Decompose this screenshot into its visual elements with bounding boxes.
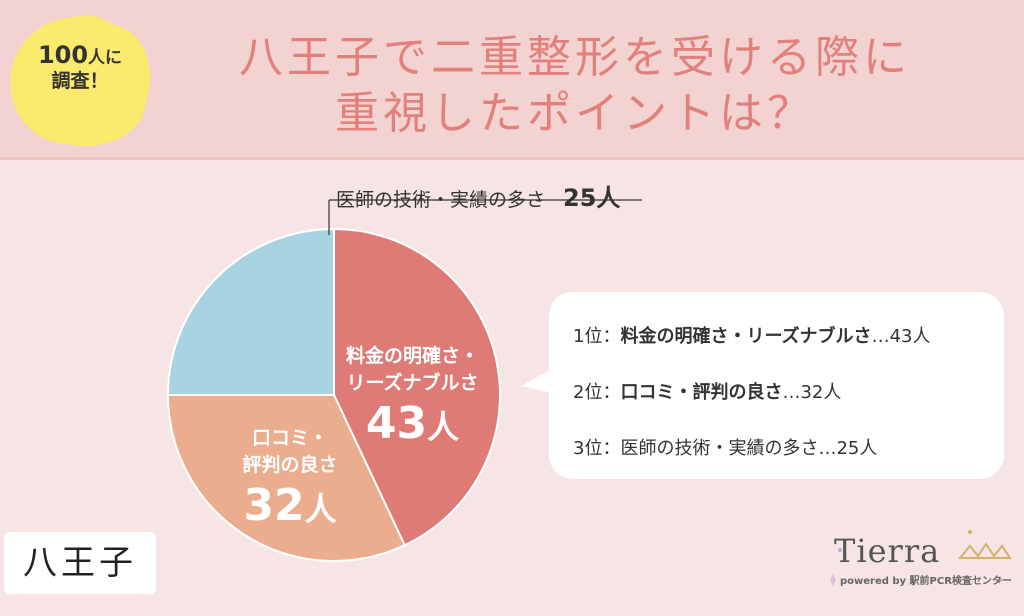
place-label: 八王子 — [4, 532, 156, 594]
slice-label-price: 料金の明確さ・ リーズナブルさ 43人 — [330, 343, 495, 454]
logo-subtitle: powered by 駅前PCR検査センター — [840, 576, 1012, 587]
slice-doctor-skill-value: 25人 — [563, 184, 621, 212]
header-band — [0, 0, 1024, 157]
slice-price-category-line2: リーズナブルさ — [346, 372, 479, 394]
page-title: 八王子で二重整形を受ける際に 重視したポイントは？ — [165, 30, 985, 142]
badge-text: 100人に 調査！ — [5, 40, 155, 94]
logo-word: Tierra — [834, 532, 941, 570]
slice-label-reviews: 口コミ・ 評判の良さ 32人 — [215, 425, 365, 536]
badge-line1: 100人に — [5, 40, 155, 70]
slice-doctor-skill-category: 医師の技術・実績の多さ — [336, 189, 546, 211]
ranking-2-label: 口コミ・評判の良さ — [620, 382, 783, 403]
slice-reviews-value: 32人 — [215, 479, 365, 536]
ranking-box: 1位：料金の明確さ・リーズナブルさ…43人 2位：口コミ・評判の良さ…32人 3… — [549, 292, 1004, 479]
ranking-2-rank: 2位： — [573, 382, 621, 403]
ranking-3-value: …25人 — [818, 438, 878, 459]
ranking-2-value: …32人 — [782, 382, 842, 403]
title-line1: 八王子で二重整形を受ける際に — [239, 32, 911, 83]
title-line2: 重視したポイントは？ — [335, 88, 815, 139]
tierra-logo: Tierra powered by 駅前PCR検査センター — [820, 520, 1020, 610]
badge-line2: 調査！ — [51, 70, 109, 92]
logo-decoration — [830, 530, 1012, 586]
pie-slice-doctor-skill — [166, 227, 335, 396]
ranking-3-rank: 3位： — [573, 438, 621, 459]
slice-price-number: 43 — [365, 398, 428, 449]
ranking-1-label: 料金の明確さ・リーズナブルさ — [620, 326, 872, 347]
slice-price-category-line1: 料金の明確さ・ — [345, 345, 479, 367]
ranking-pointer — [521, 366, 557, 394]
ranking-item-3: 3位：医師の技術・実績の多さ…25人 — [573, 434, 877, 460]
pie-slice-reviews — [166, 394, 407, 562]
ranking-3-label: 医師の技術・実績の多さ — [620, 438, 819, 459]
ranking-1-value: …43人 — [871, 326, 931, 347]
slice-reviews-unit: 人 — [304, 490, 337, 528]
slice-price-unit: 人 — [427, 408, 460, 446]
ranking-item-2: 2位：口コミ・評判の良さ…32人 — [573, 378, 841, 404]
pie-slice-price — [333, 227, 501, 547]
slice-reviews-category-line1: 口コミ・ — [251, 427, 328, 449]
slice-reviews-number: 32 — [243, 480, 305, 531]
slice-price-value: 43人 — [330, 397, 495, 454]
slice-label-doctor-skill: 医師の技術・実績の多さ 25人 — [336, 178, 620, 213]
badge-count: 100 — [37, 41, 89, 69]
survey-badge — [5, 8, 155, 153]
ranking-item-1: 1位：料金の明確さ・リーズナブルさ…43人 — [573, 322, 930, 348]
pie-chart — [166, 199, 642, 562]
badge-count-unit: 人に — [88, 48, 123, 68]
slice-reviews-category-line2: 評判の良さ — [242, 454, 338, 476]
badge-burst-shape — [10, 15, 151, 146]
header-divider — [0, 157, 1024, 160]
ranking-1-rank: 1位： — [573, 326, 621, 347]
